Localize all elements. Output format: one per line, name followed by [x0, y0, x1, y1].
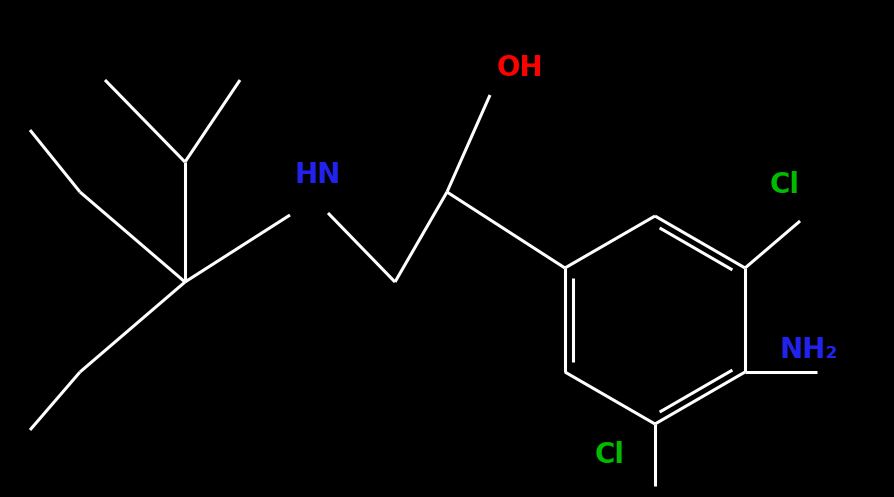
Text: Cl: Cl	[769, 171, 799, 199]
Text: NH₂: NH₂	[780, 336, 838, 364]
Text: OH: OH	[496, 54, 543, 82]
Text: HN: HN	[295, 161, 341, 189]
Text: Cl: Cl	[595, 441, 624, 469]
